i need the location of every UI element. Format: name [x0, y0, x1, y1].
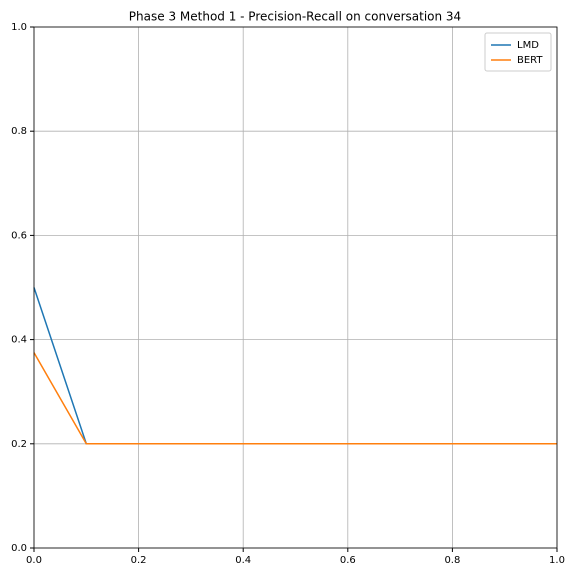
x-tick-label: 0.6: [340, 555, 356, 566]
plot-frame: [33, 26, 558, 549]
x-tick-label: 0.4: [235, 555, 251, 566]
y-tick-label: 1.0: [11, 22, 27, 33]
legend-label: LMD: [517, 40, 539, 51]
y-tick-label: 0.4: [11, 335, 27, 346]
y-tick-label: 0.8: [11, 126, 27, 137]
y-tick-label: 0.2: [11, 439, 27, 450]
y-tick-label: 0.0: [11, 543, 27, 554]
legend-label: BERT: [517, 55, 543, 66]
data-line: [33, 352, 557, 445]
y-tick-label: 0.6: [11, 230, 27, 241]
x-tick-label: 0.8: [444, 555, 460, 566]
x-tick-label: 0.0: [26, 555, 42, 566]
legend-box: [484, 32, 552, 72]
x-tick-label: 1.0: [549, 555, 565, 566]
chart-title: Phase 3 Method 1 - Precision-Recall on c…: [129, 10, 461, 24]
x-tick-label: 0.2: [131, 555, 147, 566]
